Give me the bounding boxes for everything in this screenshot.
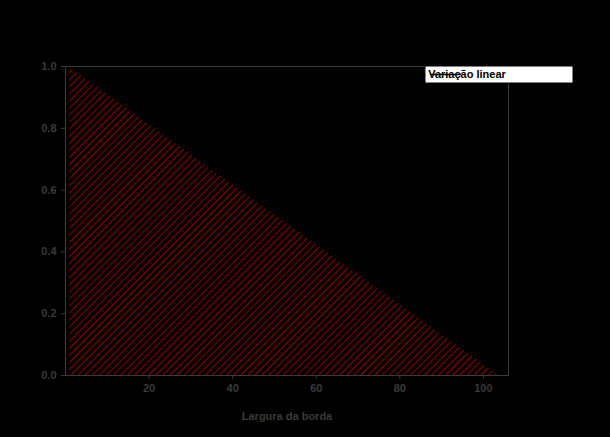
svg-text:1.0: 1.0 <box>41 60 56 72</box>
svg-text:100: 100 <box>474 382 492 394</box>
svg-text:0.4: 0.4 <box>41 245 57 257</box>
svg-text:0.6: 0.6 <box>41 184 56 196</box>
svg-text:0.2: 0.2 <box>41 307 56 319</box>
svg-text:80: 80 <box>394 382 406 394</box>
svg-text:0.8: 0.8 <box>41 122 56 134</box>
svg-text:Variação linear: Variação linear <box>428 68 506 80</box>
svg-text:40: 40 <box>227 382 239 394</box>
svg-text:20: 20 <box>143 382 155 394</box>
svg-text:Largura da borda: Largura da borda <box>242 410 333 422</box>
svg-text:60: 60 <box>310 382 322 394</box>
svg-text:0.0: 0.0 <box>41 369 56 381</box>
